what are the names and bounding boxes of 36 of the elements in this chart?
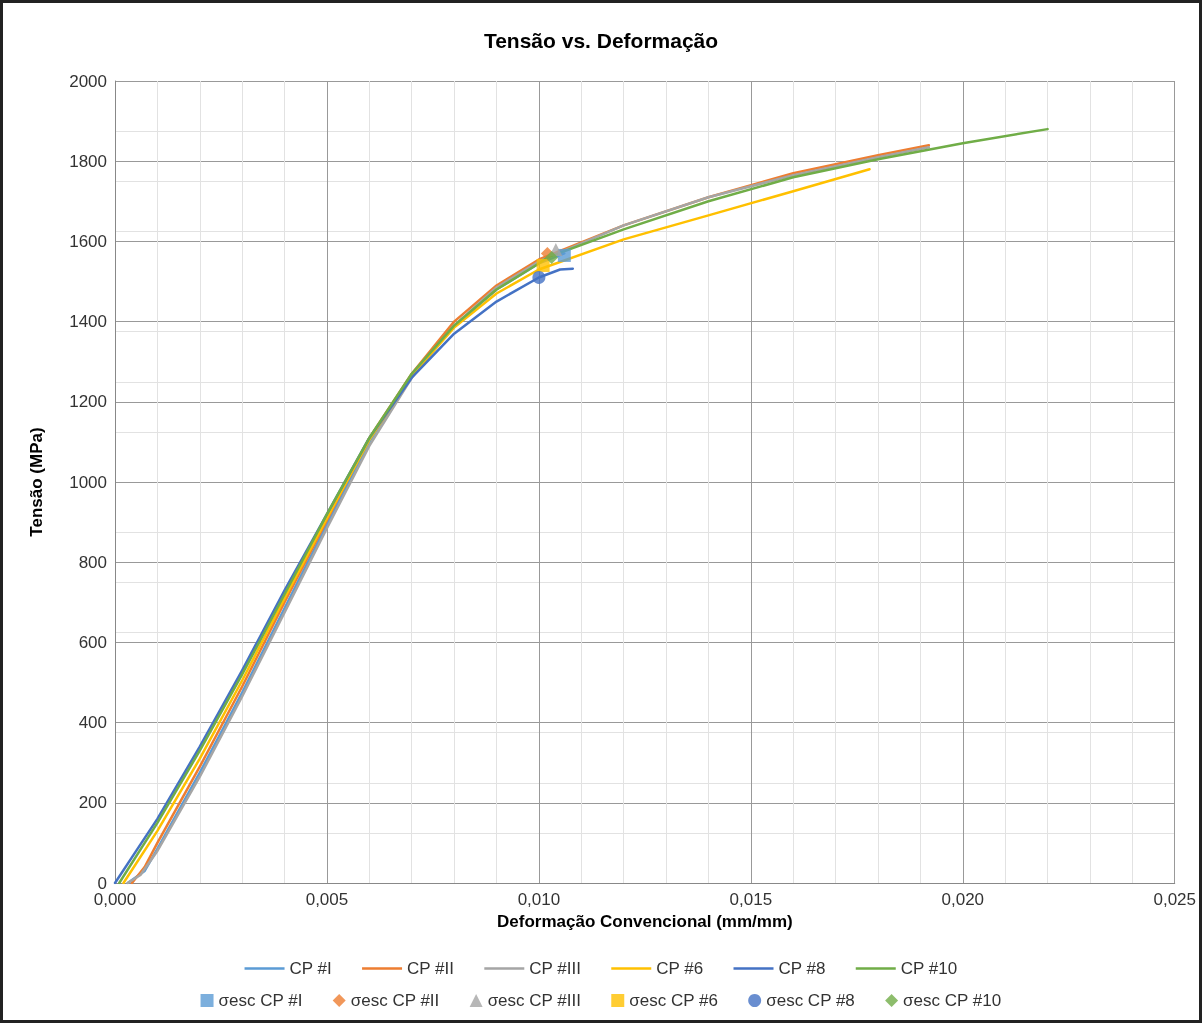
point (536, 258, 550, 272)
y-tick-label: 0 (97, 873, 107, 893)
y-tick-label: 1400 (69, 312, 107, 332)
legend-label: σesc CP #6 (629, 991, 718, 1010)
legend-label: CP #10 (900, 959, 958, 978)
legend-label: CP #I (289, 959, 332, 978)
legend-label: CP #6 (656, 959, 704, 978)
legend-label: CP #II (407, 959, 454, 978)
point (545, 250, 559, 264)
y-tick-label: 1600 (69, 231, 107, 251)
legend-label: σesc CP #8 (766, 991, 855, 1010)
x-tick-label: 0,005 (305, 890, 349, 909)
legend-label: σesc CP #III (487, 991, 581, 1010)
y-tick-label: 600 (78, 632, 107, 652)
x-tick-label: 0,000 (93, 890, 137, 909)
x-tick-label: 0,020 (941, 890, 985, 909)
x-tick-label: 0,025 (1153, 890, 1196, 909)
x-tick-label: 0,010 (517, 890, 561, 909)
x-tick-label: 0,015 (729, 890, 773, 909)
y-tick-label: 1800 (69, 151, 107, 171)
y-tick-label: 1200 (69, 392, 107, 412)
y-tick-label: 400 (78, 713, 107, 733)
point (532, 270, 546, 284)
x-axis-title: Deformação Convencional (mm/mm) (497, 912, 793, 931)
line-series (117, 127, 1049, 885)
legend-label: CP #III (529, 959, 581, 978)
y-tick-label: 800 (78, 552, 107, 572)
y-tick-label: 2000 (69, 71, 107, 91)
legend-label: σesc CP #10 (903, 991, 1002, 1010)
y-tick-label: 200 (78, 793, 107, 813)
legend-label: σesc CP #II (350, 991, 440, 1010)
legend-label: σesc CP #I (218, 991, 303, 1010)
chart-title: Tensão vs. Deformação (483, 29, 719, 52)
legend-label: CP #8 (778, 959, 826, 978)
y-axis-title: Tensão (MPa) (27, 427, 46, 537)
y-tick-label: 1000 (69, 472, 107, 492)
